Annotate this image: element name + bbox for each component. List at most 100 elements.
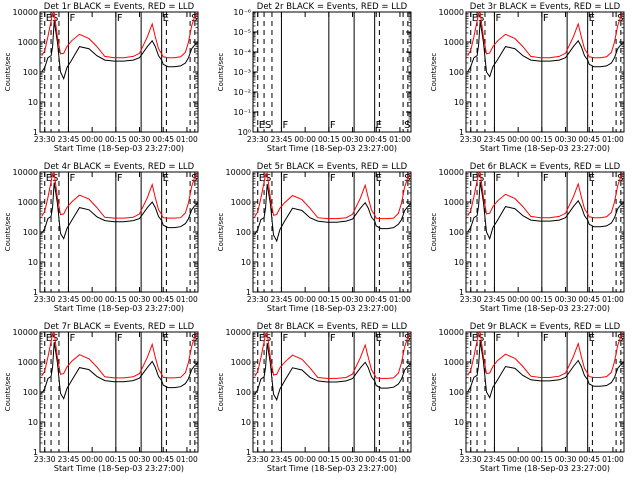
- plot-frame: [39, 11, 199, 133]
- y-tick-label: 10000: [226, 168, 251, 177]
- x-tick-label: 00:15: [318, 135, 340, 144]
- marker-label: F: [543, 173, 549, 184]
- y-tick-label: 10: [241, 418, 251, 427]
- x-tick-label: 01:00: [176, 455, 198, 464]
- x-tick-label: 00:30: [129, 295, 151, 304]
- x-tick-label: 00:45: [152, 455, 174, 464]
- y-tick-label: 1000: [231, 198, 251, 207]
- y-tick-label: 1: [459, 128, 464, 137]
- marker-label: F: [330, 120, 336, 131]
- y-axis-label: Counts/sec: [4, 53, 12, 92]
- chart-panel: Det 2r BLACK = Events, RED = LLD 10⁰ 10⁻¹ 1…: [217, 2, 412, 153]
- y-tick-label: 100: [449, 388, 464, 397]
- x-tick-label: 00:15: [318, 295, 340, 304]
- marker-label: E: [472, 173, 478, 184]
- marker-label: E: [163, 333, 169, 344]
- y-tick-label: 10: [454, 418, 464, 427]
- x-axis-label: Start Time (18-Sep-03 23:27:00): [54, 304, 184, 313]
- chart-title: Det 7r BLACK = Events, RED = LLD: [44, 322, 195, 332]
- plot-frame: [39, 331, 199, 453]
- chart-title: Det 9r BLACK = Events, RED = LLD: [470, 322, 621, 332]
- marker-label: E: [376, 120, 382, 131]
- marker-label: E: [163, 173, 169, 184]
- chart-panel: Det 8r BLACK = Events, RED = LLD 1 10 100 10…: [217, 322, 412, 473]
- marker-label: F: [282, 120, 288, 131]
- x-tick-label: 00:00: [294, 295, 316, 304]
- y-tick-label: 100: [236, 388, 251, 397]
- x-tick-label: 00:45: [578, 455, 600, 464]
- y-tick-label: 10⁻⁴: [233, 48, 251, 57]
- x-tick-label: 00:15: [531, 295, 553, 304]
- x-tick-label: 01:00: [176, 135, 198, 144]
- marker-label: E: [46, 13, 52, 24]
- marker-label: E: [472, 333, 478, 344]
- x-tick-label: 01:00: [602, 455, 624, 464]
- marker-label: E: [259, 333, 265, 344]
- x-tick-label: 00:45: [365, 295, 387, 304]
- x-tick-label: 23:45: [271, 295, 293, 304]
- x-tick-label: 00:15: [531, 455, 553, 464]
- chart-panel: Det 3r BLACK = Events, RED = LLD 1 10 100 10…: [430, 2, 625, 153]
- marker-label: E: [376, 173, 382, 184]
- series-line-lld: [41, 11, 199, 59]
- series-line-events: [467, 181, 625, 241]
- y-tick-label: 10000: [13, 168, 38, 177]
- x-tick-label: 00:45: [578, 135, 600, 144]
- series-line-lld: [467, 11, 625, 59]
- y-tick-label: 10: [241, 258, 251, 267]
- marker-label: S: [404, 120, 410, 131]
- marker-label: E: [376, 333, 382, 344]
- y-tick-label: 10⁻¹: [233, 108, 251, 117]
- y-tick-label: 10000: [226, 328, 251, 337]
- y-tick-label: 100: [23, 228, 38, 237]
- marker-label: E: [589, 173, 595, 184]
- series-line-events: [41, 342, 199, 400]
- chart-title: Det 4r BLACK = Events, RED = LLD: [44, 162, 195, 172]
- x-tick-label: 00:30: [555, 455, 577, 464]
- y-tick-label: 1000: [231, 358, 251, 367]
- chart-panel: Det 5r BLACK = Events, RED = LLD 1 10 100 10…: [217, 162, 412, 313]
- x-tick-label: 23:45: [484, 455, 506, 464]
- y-axis-label: Counts/sec: [217, 53, 225, 92]
- marker-label: F: [69, 333, 75, 344]
- series-line-lld: [254, 172, 412, 220]
- x-tick-label: 00:15: [105, 295, 127, 304]
- y-tick-label: 10⁻⁵: [233, 28, 251, 37]
- marker-label: E: [259, 120, 265, 131]
- series-line-lld: [467, 331, 625, 378]
- x-tick-label: 23:45: [58, 295, 80, 304]
- y-tick-label: 100: [449, 68, 464, 77]
- y-tick-label: 10: [454, 258, 464, 267]
- x-tick-label: 00:30: [342, 295, 364, 304]
- y-tick-label: 1: [246, 448, 251, 457]
- y-tick-label: 10: [28, 98, 38, 107]
- x-axis-label: Start Time (18-Sep-03 23:27:00): [267, 304, 397, 313]
- y-tick-label: 10000: [439, 328, 464, 337]
- y-tick-label: 100: [236, 228, 251, 237]
- x-tick-label: 00:00: [294, 455, 316, 464]
- marker-label: F: [69, 173, 75, 184]
- marker-label: S: [265, 120, 271, 131]
- x-tick-label: 01:00: [389, 295, 411, 304]
- chart-panel: Det 4r BLACK = Events, RED = LLD 1 10 100 10…: [4, 162, 199, 313]
- x-tick-label: 00:45: [365, 135, 387, 144]
- y-tick-label: 10: [28, 418, 38, 427]
- y-tick-label: 10⁰: [238, 128, 251, 137]
- marker-label: E: [472, 13, 478, 24]
- x-tick-label: 00:15: [105, 455, 127, 464]
- y-tick-label: 1000: [444, 198, 464, 207]
- chart-panel: Det 1r BLACK = Events, RED = LLD 1 10 100 10…: [4, 2, 199, 153]
- x-tick-label: 23:30: [34, 135, 56, 144]
- marker-label: F: [69, 13, 75, 24]
- x-tick-label: 23:30: [460, 455, 482, 464]
- chart-panel: Det 6r BLACK = Events, RED = LLD 1 10 100 10…: [430, 162, 625, 313]
- y-tick-label: 1000: [444, 38, 464, 47]
- marker-label: F: [543, 13, 549, 24]
- marker-label: F: [543, 333, 549, 344]
- x-tick-label: 00:30: [342, 455, 364, 464]
- x-tick-label: 23:45: [271, 135, 293, 144]
- y-tick-label: 100: [23, 68, 38, 77]
- x-axis-label: Start Time (18-Sep-03 23:27:00): [54, 464, 184, 473]
- series-line-events: [254, 342, 412, 402]
- x-tick-label: 23:45: [484, 135, 506, 144]
